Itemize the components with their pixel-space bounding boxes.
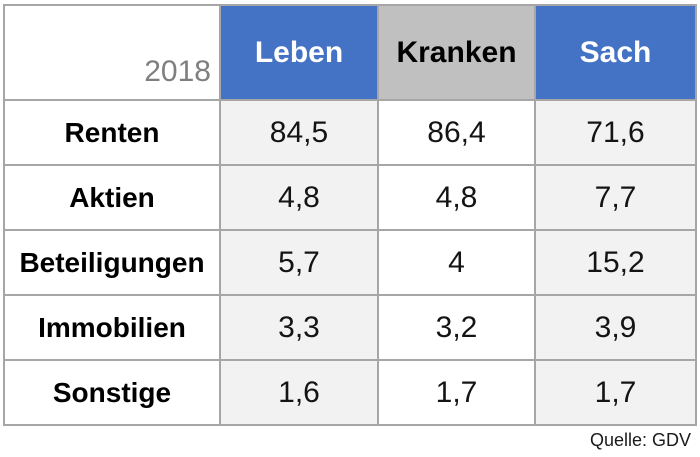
cell-immobilien-sach: 3,9 (534, 294, 697, 361)
cell-aktien-sach: 7,7 (534, 164, 697, 231)
row-label: Sonstige (3, 359, 221, 426)
table-row-immobilien: Immobilien 3,3 3,2 3,9 (3, 294, 697, 361)
cell-sonstige-kranken: 1,7 (377, 359, 536, 426)
cell-immobilien-leben: 3,3 (219, 294, 379, 361)
row-label: Renten (3, 99, 221, 166)
year-cell: 2018 (3, 4, 221, 101)
header-row: 2018 Leben Kranken Sach (3, 4, 697, 101)
row-label: Beteiligungen (3, 229, 221, 296)
cell-beteiligungen-sach: 15,2 (534, 229, 697, 296)
cell-beteiligungen-leben: 5,7 (219, 229, 379, 296)
cell-beteiligungen-kranken: 4 (377, 229, 536, 296)
cell-renten-sach: 71,6 (534, 99, 697, 166)
row-label: Aktien (3, 164, 221, 231)
column-header-sach: Sach (534, 4, 697, 101)
column-header-leben: Leben (219, 4, 379, 101)
cell-immobilien-kranken: 3,2 (377, 294, 536, 361)
cell-aktien-leben: 4,8 (219, 164, 379, 231)
column-header-kranken: Kranken (377, 4, 536, 101)
table-row-renten: Renten 84,5 86,4 71,6 (3, 99, 697, 166)
row-label: Immobilien (3, 294, 221, 361)
cell-sonstige-sach: 1,7 (534, 359, 697, 426)
source-note: Quelle: GDV (589, 430, 691, 450)
year-label: 2018 (144, 55, 211, 88)
table-row-beteiligungen: Beteiligungen 5,7 4 15,2 (3, 229, 697, 296)
cell-renten-kranken: 86,4 (377, 99, 536, 166)
cell-aktien-kranken: 4,8 (377, 164, 536, 231)
cell-sonstige-leben: 1,6 (219, 359, 379, 426)
table-row-aktien: Aktien 4,8 4,8 7,7 (3, 164, 697, 231)
table-row-sonstige: Sonstige 1,6 1,7 1,7 (3, 359, 697, 426)
cell-renten-leben: 84,5 (219, 99, 379, 166)
investment-table: 2018 Leben Kranken Sach Renten 84,5 86,4… (3, 4, 697, 426)
